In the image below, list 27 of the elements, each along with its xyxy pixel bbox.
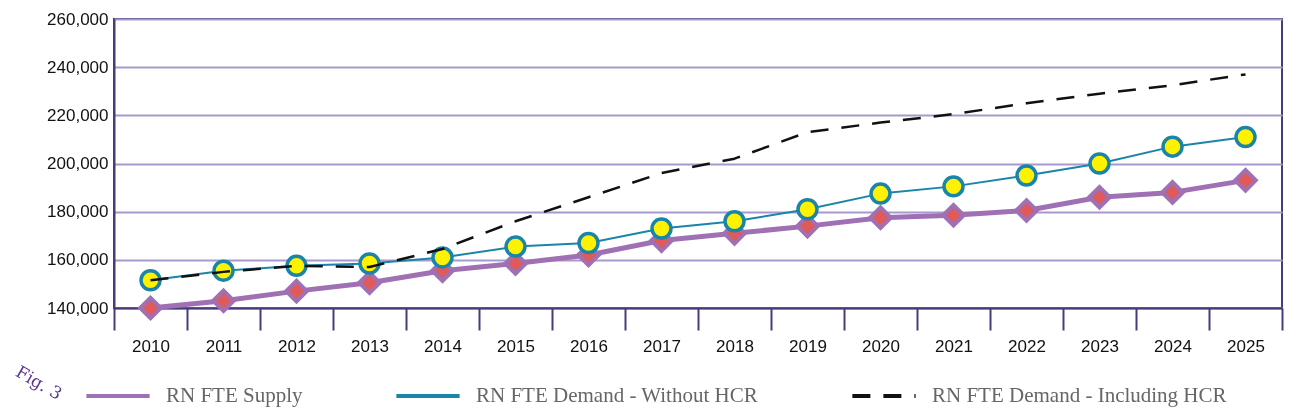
- y-tick-label: 260,000: [47, 9, 109, 29]
- x-tick-label: 2025: [1227, 336, 1265, 356]
- y-tick-label: 140,000: [47, 298, 109, 318]
- caption: Fig. 3: [12, 361, 66, 404]
- x-tick-label: 2011: [205, 336, 243, 356]
- x-tick-label: 2019: [789, 336, 827, 356]
- x-tick-label: 2010: [132, 336, 170, 356]
- y-tick-label: 200,000: [47, 154, 109, 173]
- x-tick-label: 2016: [570, 336, 608, 356]
- x-tick-label: 2021: [935, 336, 973, 356]
- y-tick-label: 180,000: [47, 202, 109, 222]
- y-tick-label: 160,000: [47, 250, 109, 270]
- x-tick-label: 2022: [1008, 336, 1046, 356]
- legend-label: RN FTE Demand - Including HCR: [932, 383, 1227, 407]
- x-tick-label: 2014: [424, 336, 462, 356]
- x-tick-label: 2017: [643, 336, 681, 356]
- x-tick-label: 2020: [862, 336, 900, 356]
- x-tick-label: 2013: [351, 336, 389, 356]
- x-tick-label: 2023: [1081, 336, 1119, 356]
- y-tick-label: 220,000: [47, 105, 109, 125]
- legend-label: RN FTE Demand - Without HCR: [476, 383, 758, 407]
- y-tick-label: 240,000: [47, 57, 109, 77]
- x-tick-label: 2024: [1154, 336, 1192, 356]
- x-tick-label: 2018: [716, 336, 754, 356]
- legend-label: RN FTE Supply: [166, 383, 304, 407]
- x-tick-label: 2015: [497, 336, 535, 356]
- x-tick-label: 2012: [278, 336, 316, 356]
